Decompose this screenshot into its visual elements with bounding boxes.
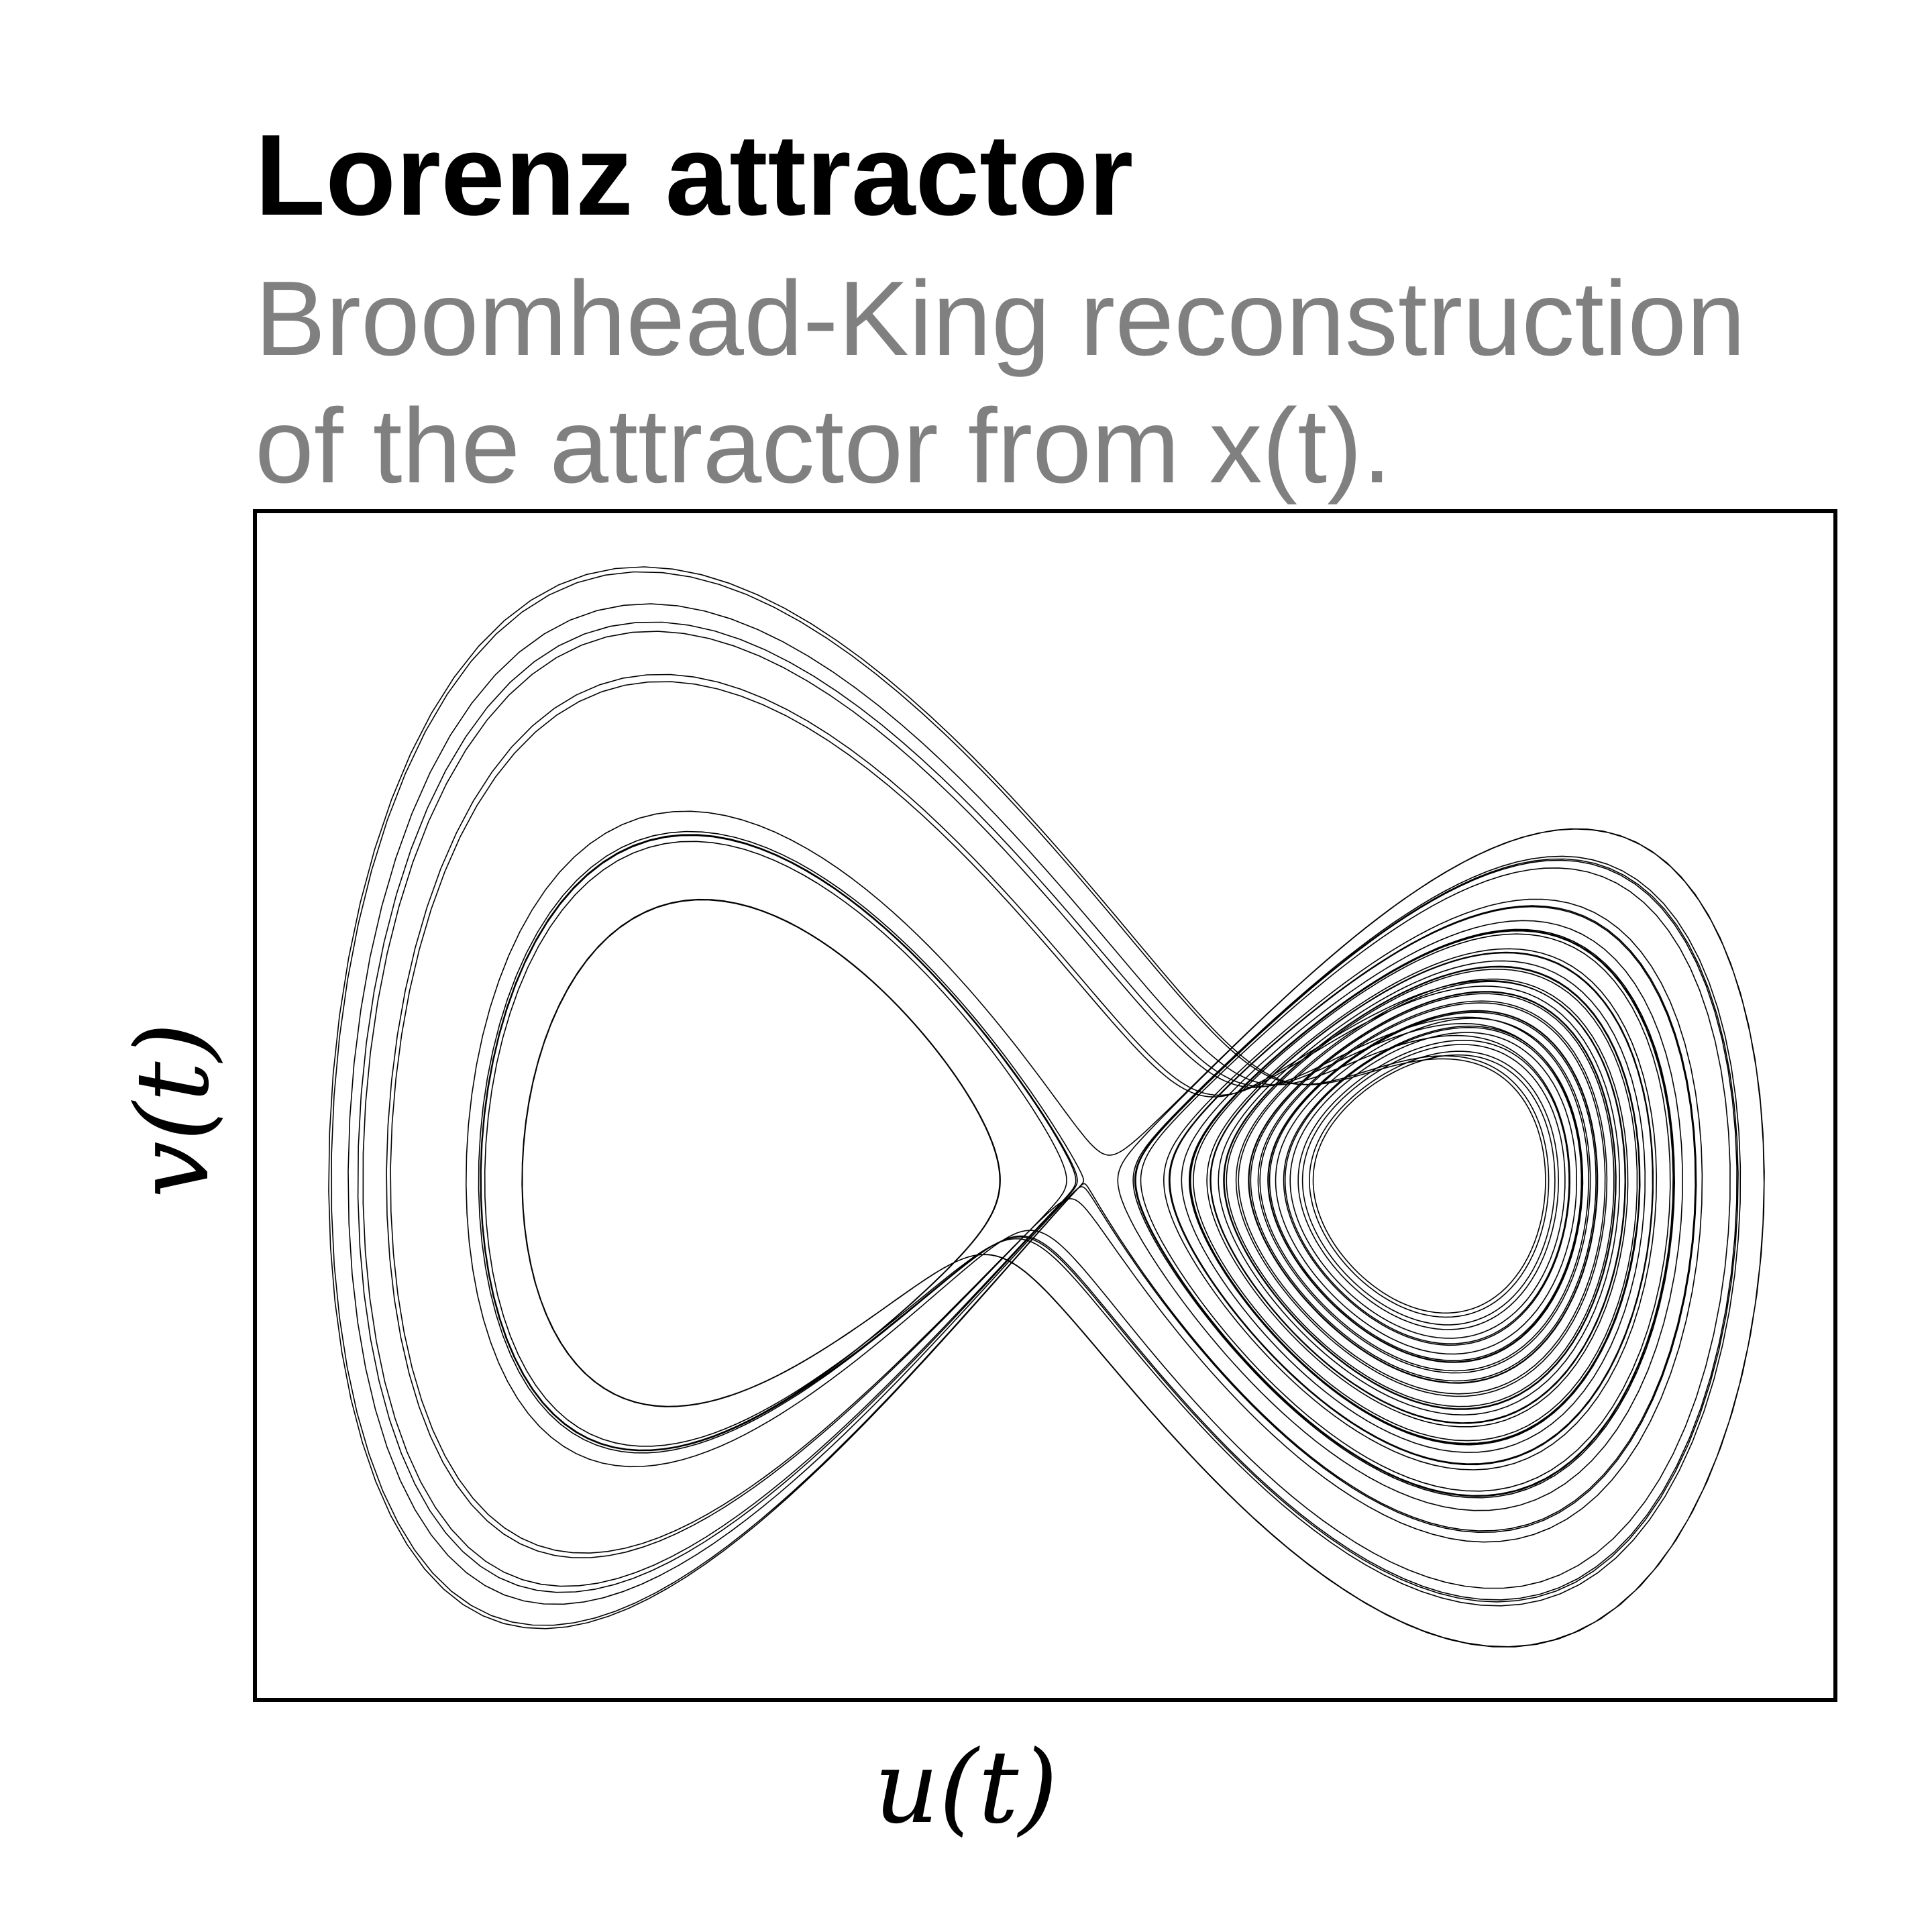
x-axis-label: u(t) [874, 1729, 1058, 1846]
y-axis-label: v(t) [115, 1022, 231, 1198]
plot-frame [255, 511, 1835, 1700]
